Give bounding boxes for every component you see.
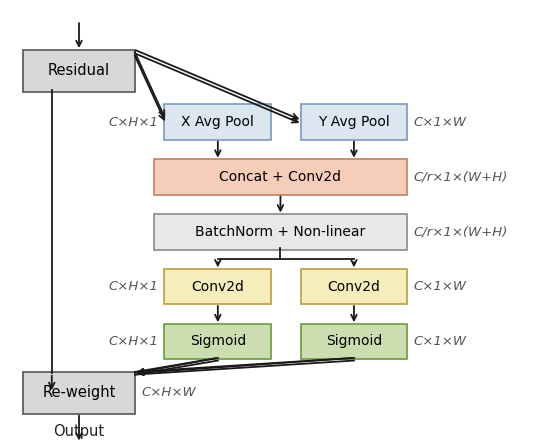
Text: C/r×1×(W+H): C/r×1×(W+H) xyxy=(414,225,508,238)
FancyBboxPatch shape xyxy=(301,104,408,140)
Text: Output: Output xyxy=(53,424,104,439)
Text: BatchNorm + Non-linear: BatchNorm + Non-linear xyxy=(195,225,366,239)
Text: C×H×1: C×H×1 xyxy=(108,280,158,293)
Text: Conv2d: Conv2d xyxy=(327,280,381,293)
Text: Concat + Conv2d: Concat + Conv2d xyxy=(219,170,342,184)
FancyBboxPatch shape xyxy=(164,104,271,140)
FancyBboxPatch shape xyxy=(153,214,408,250)
Text: C×H×1: C×H×1 xyxy=(108,115,158,128)
FancyBboxPatch shape xyxy=(23,50,135,92)
FancyBboxPatch shape xyxy=(301,269,408,305)
FancyBboxPatch shape xyxy=(164,269,271,305)
Text: Residual: Residual xyxy=(48,63,110,78)
Text: C×1×W: C×1×W xyxy=(414,115,467,128)
Text: Re-weight: Re-weight xyxy=(42,385,116,400)
FancyBboxPatch shape xyxy=(23,372,135,414)
FancyBboxPatch shape xyxy=(153,159,408,195)
Text: C×H×W: C×H×W xyxy=(141,386,196,400)
Text: C×1×W: C×1×W xyxy=(414,280,467,293)
FancyBboxPatch shape xyxy=(301,324,408,359)
Text: Sigmoid: Sigmoid xyxy=(326,334,382,349)
Text: Conv2d: Conv2d xyxy=(191,280,244,293)
Text: X Avg Pool: X Avg Pool xyxy=(182,115,254,129)
Text: Sigmoid: Sigmoid xyxy=(190,334,246,349)
Text: Y Avg Pool: Y Avg Pool xyxy=(318,115,390,129)
FancyBboxPatch shape xyxy=(164,324,271,359)
Text: C×1×W: C×1×W xyxy=(414,335,467,348)
Text: C×H×1: C×H×1 xyxy=(108,335,158,348)
Text: C/r×1×(W+H): C/r×1×(W+H) xyxy=(414,170,508,183)
